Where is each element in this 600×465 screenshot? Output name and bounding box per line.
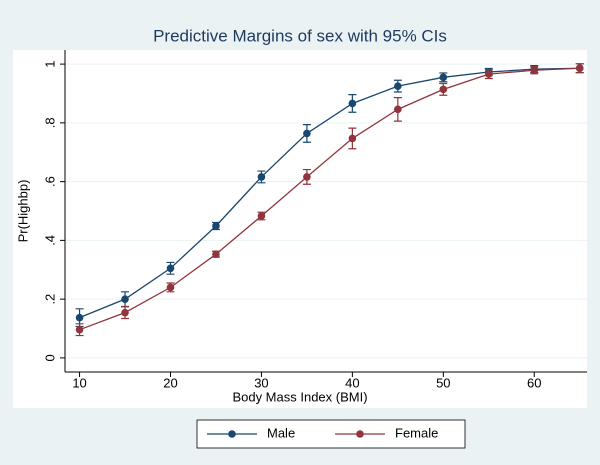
point — [121, 308, 129, 317]
y-tick-label: .2 — [42, 294, 57, 305]
x-tick-label: 10 — [72, 375, 86, 390]
x-tick-label: 30 — [254, 375, 268, 390]
graph-region — [13, 50, 587, 408]
x-axis-label: Body Mass Index (BMI) — [232, 389, 367, 404]
point — [212, 250, 220, 258]
point — [348, 99, 357, 108]
x-tick-label: 60 — [527, 375, 541, 390]
point — [439, 73, 448, 82]
series-line — [79, 67, 580, 319]
point — [530, 66, 539, 75]
legend-label: Female — [395, 425, 438, 440]
point — [75, 325, 84, 334]
legend-label: Male — [267, 425, 295, 440]
point — [394, 105, 402, 114]
point — [75, 313, 84, 322]
series-line — [79, 67, 580, 331]
legend-marker — [228, 430, 236, 438]
y-tick-label: 0 — [42, 354, 57, 361]
point — [166, 283, 175, 292]
point — [257, 173, 266, 181]
point — [257, 212, 266, 220]
point — [484, 70, 493, 78]
point — [303, 173, 311, 181]
y-tick-label: .4 — [42, 235, 57, 246]
x-tick-label: 50 — [436, 375, 450, 390]
x-tick-label: 40 — [345, 375, 359, 390]
legend-marker — [356, 430, 364, 438]
point — [439, 85, 448, 94]
point — [348, 134, 357, 143]
point — [121, 295, 129, 303]
y-tick-label: 1 — [42, 60, 57, 67]
y-tick-label: .8 — [42, 117, 57, 128]
point — [212, 222, 220, 230]
point — [394, 82, 402, 90]
point — [303, 129, 311, 138]
y-tick-label: .6 — [42, 176, 57, 187]
point — [166, 264, 175, 273]
point — [575, 64, 584, 73]
chart-title: Predictive Margins of sex with 95% CIs — [153, 26, 447, 45]
y-axis-label: Pr(Highbp) — [15, 180, 30, 243]
x-tick-label: 20 — [163, 375, 177, 390]
